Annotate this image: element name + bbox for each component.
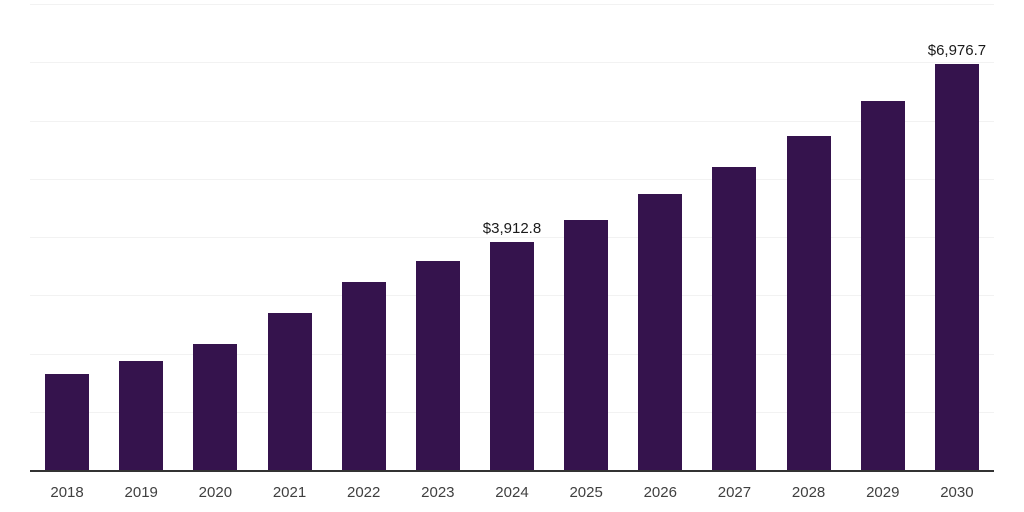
bar-2029 bbox=[860, 101, 905, 470]
bar-2021 bbox=[267, 312, 312, 470]
x-tick-2021: 2021 bbox=[272, 484, 307, 501]
gridline bbox=[30, 178, 994, 180]
bar-2019 bbox=[119, 361, 164, 470]
x-tick-2030: 2030 bbox=[940, 484, 974, 501]
bar-2026 bbox=[638, 194, 683, 470]
bar-2023 bbox=[415, 260, 460, 470]
gridline bbox=[30, 237, 994, 238]
gridline bbox=[30, 4, 994, 5]
bar-value-label-2024: $3,912.8 bbox=[482, 220, 542, 238]
bar-2028 bbox=[786, 136, 831, 470]
bar-2020 bbox=[193, 344, 238, 470]
bar-2018 bbox=[45, 373, 90, 470]
bar-value-label-2030: $6,976.7 bbox=[927, 41, 987, 59]
bar-2025 bbox=[564, 220, 609, 470]
bar-2027 bbox=[712, 167, 757, 470]
x-tick-2025: 2025 bbox=[569, 484, 603, 501]
plot-area: $3,912.8 $6,976.7 bbox=[30, 4, 994, 472]
x-tick-2024: 2024 bbox=[495, 484, 529, 501]
gridline bbox=[30, 120, 994, 122]
x-tick-2022: 2022 bbox=[346, 484, 381, 501]
x-tick-2018: 2018 bbox=[50, 484, 84, 501]
x-tick-2019: 2019 bbox=[124, 484, 158, 501]
bar-2022 bbox=[341, 281, 386, 470]
x-tick-2027: 2027 bbox=[717, 484, 752, 501]
x-tick-2020: 2020 bbox=[198, 484, 233, 501]
x-tick-2023: 2023 bbox=[421, 484, 455, 501]
bar-2024 bbox=[490, 242, 534, 470]
x-tick-2026: 2026 bbox=[643, 484, 677, 501]
x-tick-2028: 2028 bbox=[791, 484, 826, 501]
bar-2030 bbox=[934, 63, 979, 470]
x-tick-2029: 2029 bbox=[866, 484, 900, 501]
x-axis: 2018 2019 2020 2021 2022 2023 2024 2025 2026 2027… bbox=[30, 484, 994, 504]
gridline bbox=[30, 62, 994, 64]
